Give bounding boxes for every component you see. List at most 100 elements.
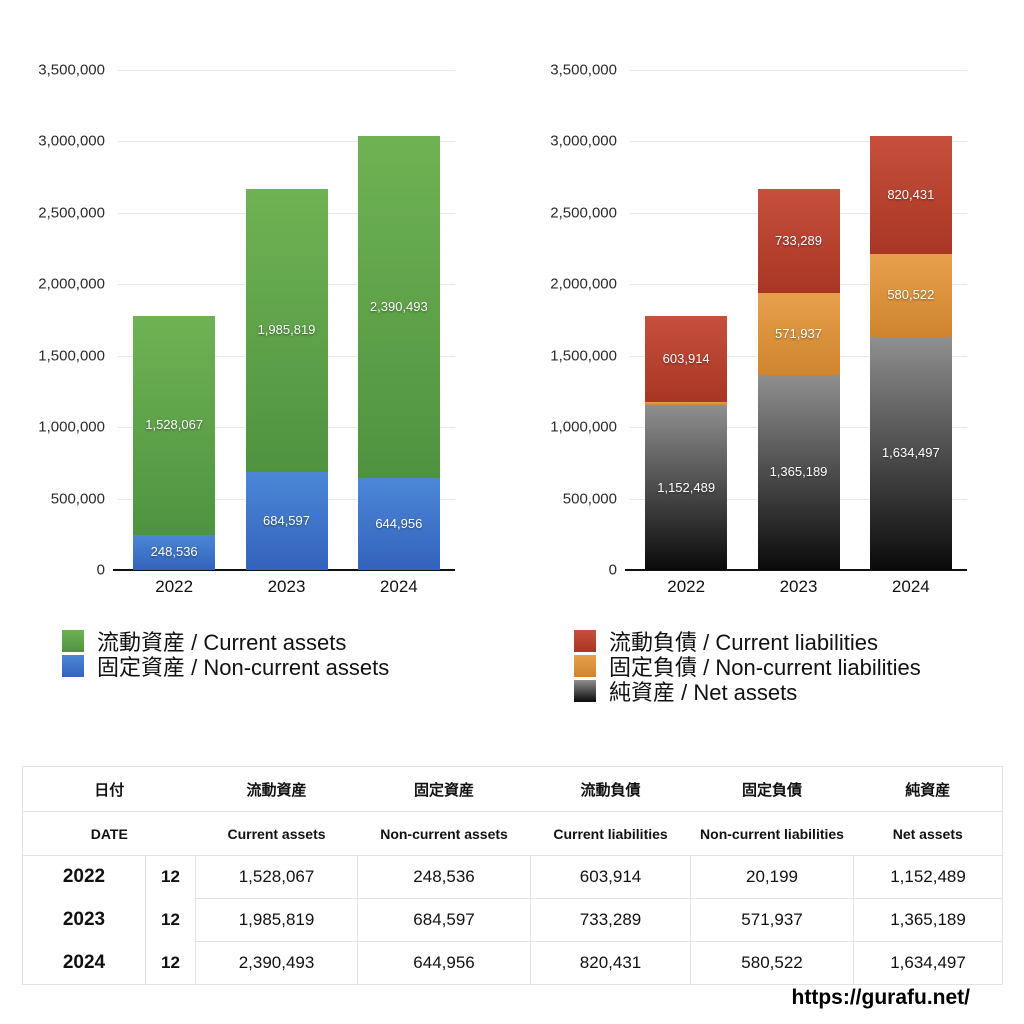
value-cell: 1,985,819 bbox=[195, 898, 358, 942]
balance-sheet-table: 日付 流動資産 固定資産 流動負債 固定負債 純資産 DATE Current … bbox=[22, 766, 1004, 985]
x-axis-tick-label: 2024 bbox=[379, 577, 418, 596]
bar-value-label: 1,365,189 bbox=[769, 464, 828, 480]
legend-item: 固定資産 / Non-current assets bbox=[62, 654, 389, 680]
value-cell: 248,536 bbox=[357, 855, 531, 899]
table-row: 2022 12 1,528,067 248,536 603,914 20,199 1,152… bbox=[23, 855, 1003, 899]
y-axis-tick-label: 0 bbox=[96, 561, 105, 579]
value-cell: 684,597 bbox=[357, 898, 531, 942]
table-row: 2023 12 1,985,819 684,597 733,289 571,937 1,36… bbox=[23, 898, 1003, 942]
column-header: Net assets bbox=[892, 825, 963, 842]
bar-value-label: 1,528,067 bbox=[145, 417, 204, 433]
value-cell: 644,956 bbox=[357, 941, 531, 985]
column-header: 日付 bbox=[94, 781, 125, 799]
legend-item: 流動資産 / Current assets bbox=[62, 629, 389, 655]
column-header: 純資産 bbox=[905, 781, 951, 799]
bar-segment bbox=[757, 188, 840, 294]
stacked-bar: 1,634,497 580,522 820,431 bbox=[869, 70, 952, 570]
table-row: 2024 12 2,390,493 644,956 820,431 580,522 1,63… bbox=[23, 941, 1003, 985]
column-header: 固定資産 bbox=[414, 781, 475, 799]
bar-value-label: 820,431 bbox=[887, 186, 935, 202]
column-header: Current liabilities bbox=[553, 825, 668, 842]
stacked-bar: 684,597 1,985,819 bbox=[245, 70, 328, 570]
value-cell: 1,365,189 bbox=[853, 898, 1003, 942]
x-axis-tick-label: 2023 bbox=[779, 577, 818, 596]
value-cell: 1,634,497 bbox=[853, 941, 1003, 985]
x-axis-tick-label: 2024 bbox=[891, 577, 930, 596]
gridline bbox=[118, 141, 455, 143]
bar-value-label: 2,390,493 bbox=[369, 299, 428, 315]
y-axis-tick-label: 2,500,000 bbox=[550, 204, 617, 222]
bar-segment bbox=[357, 136, 440, 478]
column-header: 流動資産 bbox=[246, 781, 307, 799]
table-body: 2022 12 1,528,067 248,536 603,914 20,199 1,152… bbox=[23, 855, 1003, 985]
y-axis-tick-label: 2,000,000 bbox=[550, 275, 617, 293]
bar-segment bbox=[645, 316, 728, 403]
bar-value-label: 684,597 bbox=[263, 513, 310, 529]
bar-value-label: 571,937 bbox=[775, 326, 822, 342]
value-cell: 571,937 bbox=[690, 898, 854, 942]
legend-item: 固定負債 / Non-current liabilities bbox=[574, 654, 921, 680]
legend-label: 流動資産 / Current assets bbox=[97, 630, 347, 655]
x-axis-line bbox=[625, 569, 967, 571]
site-url: https://gurafu.net/ bbox=[791, 986, 970, 1009]
column-header: DATE bbox=[90, 825, 128, 842]
column-header: 固定負債 bbox=[742, 781, 803, 799]
month-cell: 12 bbox=[144, 855, 196, 899]
bar-segment bbox=[645, 402, 728, 406]
bar-value-label: 1,985,819 bbox=[257, 322, 316, 338]
x-axis-tick-label: 2022 bbox=[155, 577, 194, 596]
legend-color-swatch bbox=[62, 655, 84, 677]
table-header-row-japanese: 日付 流動資産 固定資産 流動負債 固定負債 純資産 bbox=[22, 767, 1003, 812]
bar-segment bbox=[245, 472, 328, 570]
bar-segment bbox=[869, 336, 952, 570]
bar-segment bbox=[869, 136, 952, 254]
value-cell: 2,390,493 bbox=[195, 941, 358, 985]
legend-color-swatch bbox=[574, 655, 596, 677]
year-cell: 2023 bbox=[62, 909, 106, 930]
month-cell: 12 bbox=[144, 898, 196, 942]
y-axis-tick-label: 3,500,000 bbox=[38, 61, 105, 79]
stacked-bar: 1,365,189 571,937 733,289 bbox=[757, 70, 840, 570]
bar-value-label: 1,634,497 bbox=[881, 445, 940, 461]
value-cell: 1,152,489 bbox=[853, 855, 1003, 899]
stacked-bar: 248,536 1,528,067 bbox=[133, 70, 216, 570]
bar-segment bbox=[645, 405, 728, 570]
stacked-bar: 644,956 2,390,493 bbox=[357, 70, 440, 570]
bar-value-label: 580,522 bbox=[887, 287, 935, 303]
y-axis-tick-label: 500,000 bbox=[562, 490, 617, 508]
bar-segment bbox=[245, 188, 328, 473]
legend-color-swatch bbox=[574, 680, 596, 702]
gridline bbox=[118, 70, 455, 71]
legend-label: 固定負債 / Non-current liabilities bbox=[609, 655, 921, 680]
column-header: Non-current liabilities bbox=[700, 825, 844, 842]
year-cell: 2022 bbox=[62, 866, 106, 888]
y-axis-tick-label: 0 bbox=[608, 561, 617, 579]
bar-value-label: 603,914 bbox=[662, 351, 710, 367]
month-cell: 12 bbox=[144, 941, 196, 985]
assets-stacked-bar-chart: 0 500,000 1,000,000 1,500,000 2,000,000 2,500… bbox=[38, 62, 455, 596]
value-cell: 20,199 bbox=[690, 855, 854, 899]
assets-chart-legend: 流動資産 / Current assets 固定資産 / Non-current … bbox=[62, 629, 389, 680]
column-header: Current assets bbox=[227, 825, 326, 842]
legend-item: 流動負債 / Current liabilities bbox=[574, 629, 921, 655]
bar-segment bbox=[133, 534, 216, 570]
y-axis-tick-label: 3,500,000 bbox=[550, 61, 617, 79]
bar-value-label: 1,152,489 bbox=[657, 479, 716, 495]
legend-label: 固定資産 / Non-current assets bbox=[97, 655, 390, 680]
bar-segment bbox=[757, 293, 840, 375]
y-axis-tick-label: 3,000,000 bbox=[38, 132, 105, 150]
y-axis-tick-label: 1,000,000 bbox=[550, 418, 617, 436]
bar-value-label: 644,956 bbox=[375, 515, 423, 531]
y-axis-tick-label: 1,500,000 bbox=[38, 347, 105, 365]
bar-segment bbox=[869, 253, 952, 337]
y-axis-tick-label: 2,500,000 bbox=[38, 204, 105, 222]
legend-color-swatch bbox=[574, 630, 596, 652]
bar-segment bbox=[757, 374, 840, 570]
value-cell: 603,914 bbox=[530, 855, 691, 899]
x-axis-line bbox=[113, 569, 455, 571]
legend-label: 流動負債 / Current liabilities bbox=[609, 630, 878, 655]
value-cell: 733,289 bbox=[530, 898, 691, 942]
liabilities-stacked-bar-chart: 0 500,000 1,000,000 1,500,000 2,000,000 2,500… bbox=[550, 62, 967, 596]
